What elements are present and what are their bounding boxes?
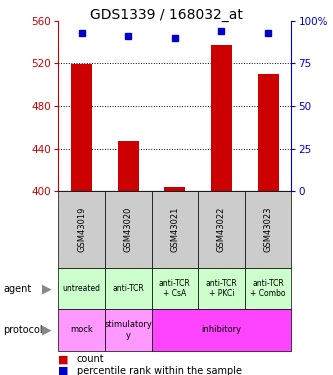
Bar xyxy=(165,187,185,191)
Text: GSM43023: GSM43023 xyxy=(263,207,273,252)
Text: percentile rank within the sample: percentile rank within the sample xyxy=(77,366,241,375)
Text: anti-TCR
+ CsA: anti-TCR + CsA xyxy=(159,279,191,298)
Text: count: count xyxy=(77,354,104,364)
Text: GSM43019: GSM43019 xyxy=(77,207,86,252)
Text: mock: mock xyxy=(70,326,93,334)
Text: GDS1339 / 168032_at: GDS1339 / 168032_at xyxy=(90,8,243,22)
Text: protocol: protocol xyxy=(3,325,43,335)
Text: GSM43020: GSM43020 xyxy=(124,207,133,252)
Text: ■: ■ xyxy=(58,366,69,375)
Text: inhibitory: inhibitory xyxy=(201,326,241,334)
Bar xyxy=(258,74,278,191)
Text: anti-TCR
+ Combo: anti-TCR + Combo xyxy=(250,279,286,298)
Bar xyxy=(211,45,232,191)
Text: ■: ■ xyxy=(58,354,69,364)
Bar xyxy=(118,141,139,191)
Text: stimulatory
y: stimulatory y xyxy=(104,320,152,340)
Text: GSM43022: GSM43022 xyxy=(217,207,226,252)
Text: ▶: ▶ xyxy=(42,324,51,336)
Text: untreated: untreated xyxy=(63,284,101,293)
Bar xyxy=(71,64,92,191)
Text: anti-TCR: anti-TCR xyxy=(112,284,144,293)
Text: anti-TCR
+ PKCi: anti-TCR + PKCi xyxy=(205,279,237,298)
Text: agent: agent xyxy=(3,284,32,294)
Text: ▶: ▶ xyxy=(42,282,51,295)
Text: GSM43021: GSM43021 xyxy=(170,207,179,252)
